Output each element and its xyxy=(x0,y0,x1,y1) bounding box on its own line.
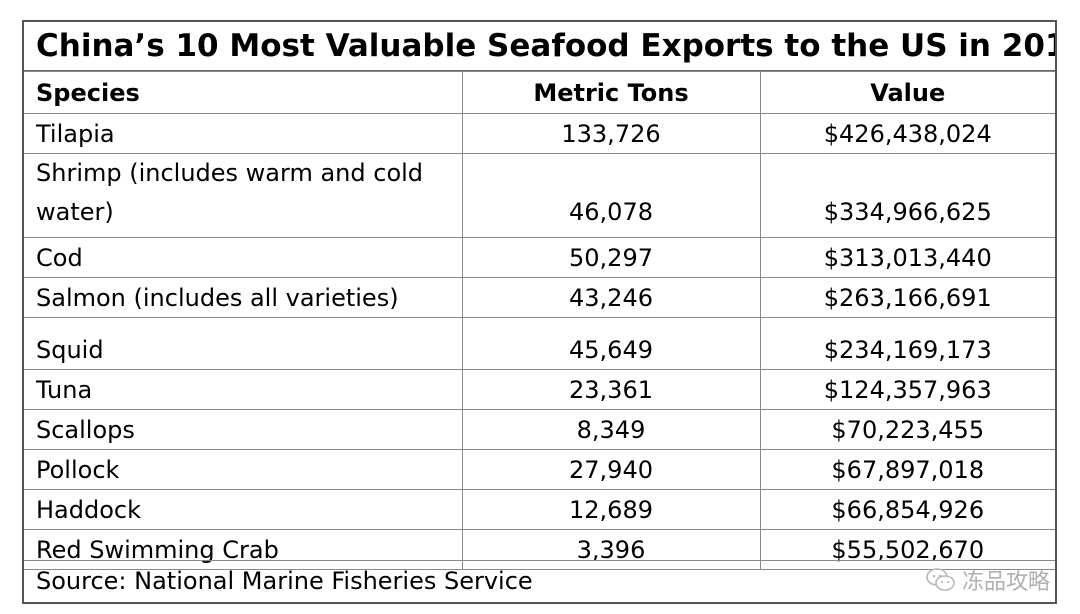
seafood-table-frame: China’s 10 Most Valuable Seafood Exports… xyxy=(22,20,1057,604)
species-cell: Cod xyxy=(24,237,463,278)
table-row: Red Swimming Crab 3,396 $55,502,670 xyxy=(24,529,1055,570)
value-cell: $67,897,018 xyxy=(759,449,1055,490)
tons-cell: 43,246 xyxy=(461,277,761,318)
species-cell: Haddock xyxy=(24,489,463,530)
value-cell: $55,502,670 xyxy=(759,529,1055,570)
value-cell: $426,438,024 xyxy=(759,113,1055,154)
species-cell: Shrimp (includes warm and cold water) xyxy=(24,153,463,238)
species-cell: Salmon (includes all varieties) xyxy=(24,277,463,318)
value-cell: $334,966,625 xyxy=(759,153,1055,238)
table-row: Tuna 23,361 $124,357,963 xyxy=(24,369,1055,410)
table-row: Squid 45,649 $234,169,173 xyxy=(24,317,1055,370)
species-cell: Scallops xyxy=(24,409,463,450)
tons-cell: 50,297 xyxy=(461,237,761,278)
species-text: Shrimp (includes warm and cold water) xyxy=(36,159,424,226)
value-cell: $313,013,440 xyxy=(759,237,1055,278)
tons-cell: 8,349 xyxy=(461,409,761,450)
header-metric-tons: Metric Tons xyxy=(461,71,761,114)
value-cell: $70,223,455 xyxy=(759,409,1055,450)
table-title: China’s 10 Most Valuable Seafood Exports… xyxy=(24,22,1055,71)
table-row: Haddock 12,689 $66,854,926 xyxy=(24,489,1055,530)
tons-cell: 12,689 xyxy=(461,489,761,530)
tons-cell: 46,078 xyxy=(461,153,761,238)
table-row: Shrimp (includes warm and cold water) 46… xyxy=(24,153,1055,238)
watermark: 冻品攻略 xyxy=(926,564,1050,596)
species-cell: Red Swimming Crab xyxy=(24,529,463,570)
species-cell: Tilapia xyxy=(24,113,463,154)
species-cell: Tuna xyxy=(24,369,463,410)
header-row: Species Metric Tons Value xyxy=(24,71,1055,114)
value-cell: $263,166,691 xyxy=(759,277,1055,318)
tons-cell: 133,726 xyxy=(461,113,761,154)
tons-cell: 23,361 xyxy=(461,369,761,410)
species-cell: Squid xyxy=(24,317,463,370)
tons-cell: 45,649 xyxy=(461,317,761,370)
watermark-text: 冻品攻略 xyxy=(961,570,1050,595)
source-note: Source: National Marine Fisheries Servic… xyxy=(24,560,1055,602)
table-row: Pollock 27,940 $67,897,018 xyxy=(24,449,1055,490)
table-row: Tilapia 133,726 $426,438,024 xyxy=(24,113,1055,154)
wechat-icon xyxy=(926,567,956,593)
value-cell: $234,169,173 xyxy=(759,317,1055,370)
value-cell: $66,854,926 xyxy=(759,489,1055,530)
header-species: Species xyxy=(24,71,463,114)
table-row: Cod 50,297 $313,013,440 xyxy=(24,237,1055,278)
tons-cell: 27,940 xyxy=(461,449,761,490)
table-row: Scallops 8,349 $70,223,455 xyxy=(24,409,1055,450)
value-cell: $124,357,963 xyxy=(759,369,1055,410)
species-cell: Pollock xyxy=(24,449,463,490)
table-row: Salmon (includes all varieties) 43,246 $… xyxy=(24,277,1055,318)
header-value: Value xyxy=(759,71,1055,114)
tons-cell: 3,396 xyxy=(461,529,761,570)
exports-table: Species Metric Tons Value Tilapia 133,72… xyxy=(24,71,1055,570)
